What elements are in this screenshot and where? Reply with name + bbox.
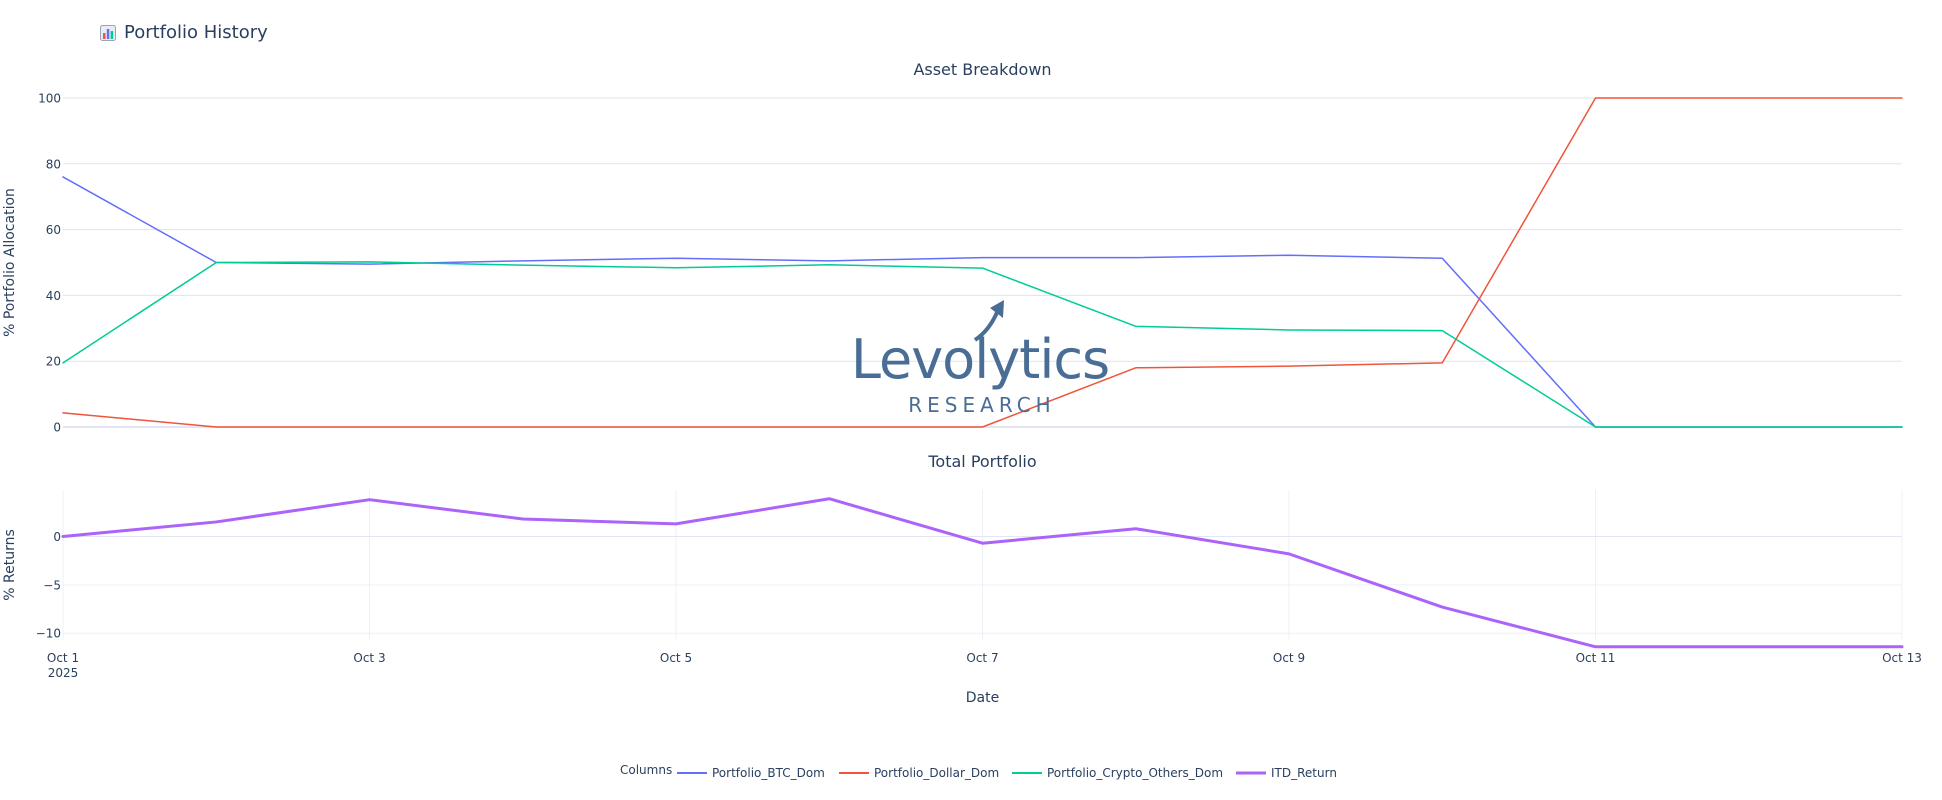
y-tick-label: 40 <box>46 289 61 303</box>
y-axis-label: % Returns <box>2 529 18 601</box>
x-axis-label: Date <box>966 690 999 706</box>
legend-item-label: Portfolio_BTC_Dom <box>712 766 825 780</box>
y-tick-label: 60 <box>46 223 61 237</box>
legend-item: Portfolio_Dollar_Dom <box>839 766 999 780</box>
watermark-brand: Levolytics <box>851 328 1109 391</box>
legend-item: Portfolio_Crypto_Others_Dom <box>1012 766 1223 780</box>
x-tick-label: Oct 1 <box>47 651 79 665</box>
watermark-subtitle: RESEARCH <box>908 393 1055 417</box>
x-tick-label: Oct 5 <box>660 651 692 665</box>
y-tick-label: 0 <box>53 530 61 544</box>
legend-title: Columns <box>620 763 672 777</box>
x-tick-label: Oct 11 <box>1576 651 1616 665</box>
legend-item-label: Portfolio_Crypto_Others_Dom <box>1047 766 1223 780</box>
y-tick-label: 0 <box>53 421 61 435</box>
legend-item-label: Portfolio_Dollar_Dom <box>874 766 999 780</box>
y-tick-label: 80 <box>46 157 61 171</box>
y-axis-label: % Portfolio Allocation <box>2 188 18 337</box>
y-tick-label: −10 <box>36 627 61 641</box>
x-tick-year-label: 2025 <box>48 666 79 680</box>
watermark-arrow-stem <box>973 309 1000 342</box>
x-tick-label: Oct 7 <box>966 651 998 665</box>
x-tick-label: Oct 13 <box>1882 651 1922 665</box>
watermark-arrow-head <box>990 300 1004 318</box>
bar-chart-icon <box>100 24 116 41</box>
series-line-itd-return <box>61 497 1904 649</box>
legend-item-label: ITD_Return <box>1271 766 1337 780</box>
x-tick-label: Oct 3 <box>353 651 385 665</box>
legend: Columns Portfolio_BTC_Dom Portfolio_Dollar… <box>620 763 1337 780</box>
page-title-text: Portfolio History <box>124 22 268 43</box>
subplot-title: Total Portfolio <box>927 452 1036 471</box>
y-tick-label: 20 <box>46 355 61 369</box>
y-tick-label: −5 <box>43 578 61 592</box>
y-tick-label: 100 <box>38 92 61 106</box>
asset-breakdown-plot: Asset Breakdown 0 20 40 60 80 100 % Portfolio A… <box>2 60 1903 435</box>
legend-item: Portfolio_BTC_Dom <box>677 766 825 780</box>
legend-item: ITD_Return <box>1236 766 1337 780</box>
series-line-portfolio-dollar-dom <box>62 97 1903 428</box>
series-line-portfolio-crypto-others-dom <box>62 261 1903 428</box>
page-title: Portfolio History <box>100 22 268 43</box>
subplot-title: Asset Breakdown <box>913 60 1051 79</box>
x-tick-label: Oct 9 <box>1273 651 1305 665</box>
